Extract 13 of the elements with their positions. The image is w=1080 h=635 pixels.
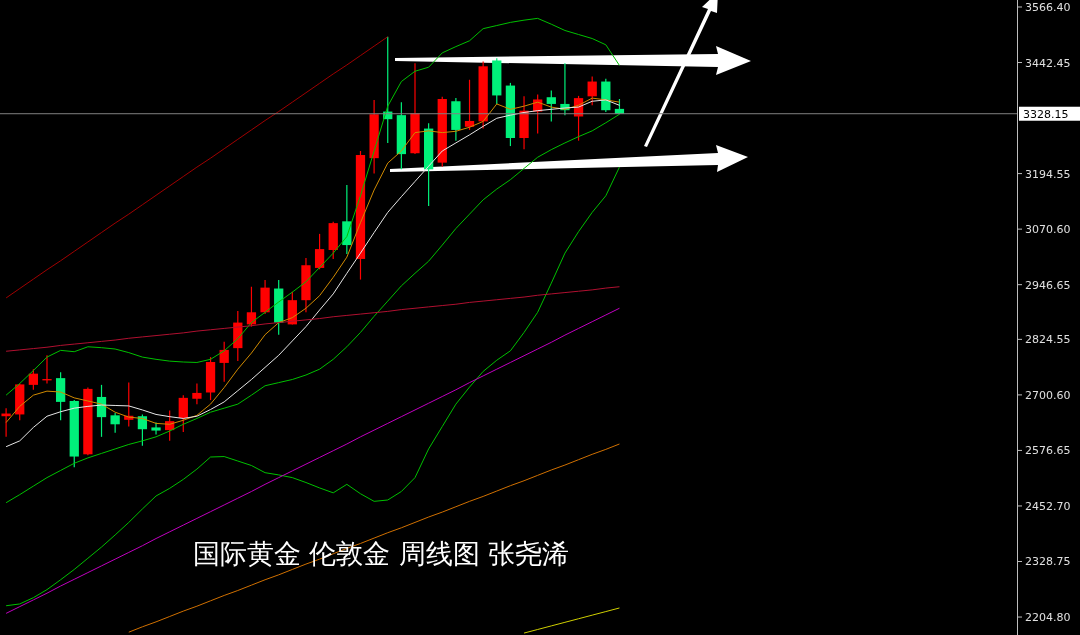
y-tick-label: 2824.55 <box>1025 333 1071 347</box>
y-tick-label: 3442.45 <box>1025 56 1071 70</box>
y-tick-label: 2700.60 <box>1025 388 1071 402</box>
y-tick-label: 2204.80 <box>1025 611 1071 625</box>
y-tick-label: 2576.65 <box>1025 444 1071 458</box>
y-tick-label: 2328.75 <box>1025 555 1071 569</box>
y-tick-label: 3070.60 <box>1025 223 1071 237</box>
y-tick-label: 3194.55 <box>1025 167 1071 181</box>
annotation: 国际黄金 伦敦金 周线图 张尧浠 <box>192 538 570 569</box>
y-tick-label: 2452.70 <box>1025 499 1071 513</box>
ref-line-label: 3328.15 <box>1023 107 1069 121</box>
y-tick-label: 3566.40 <box>1025 0 1071 14</box>
y-tick-label: 2946.65 <box>1025 278 1071 292</box>
